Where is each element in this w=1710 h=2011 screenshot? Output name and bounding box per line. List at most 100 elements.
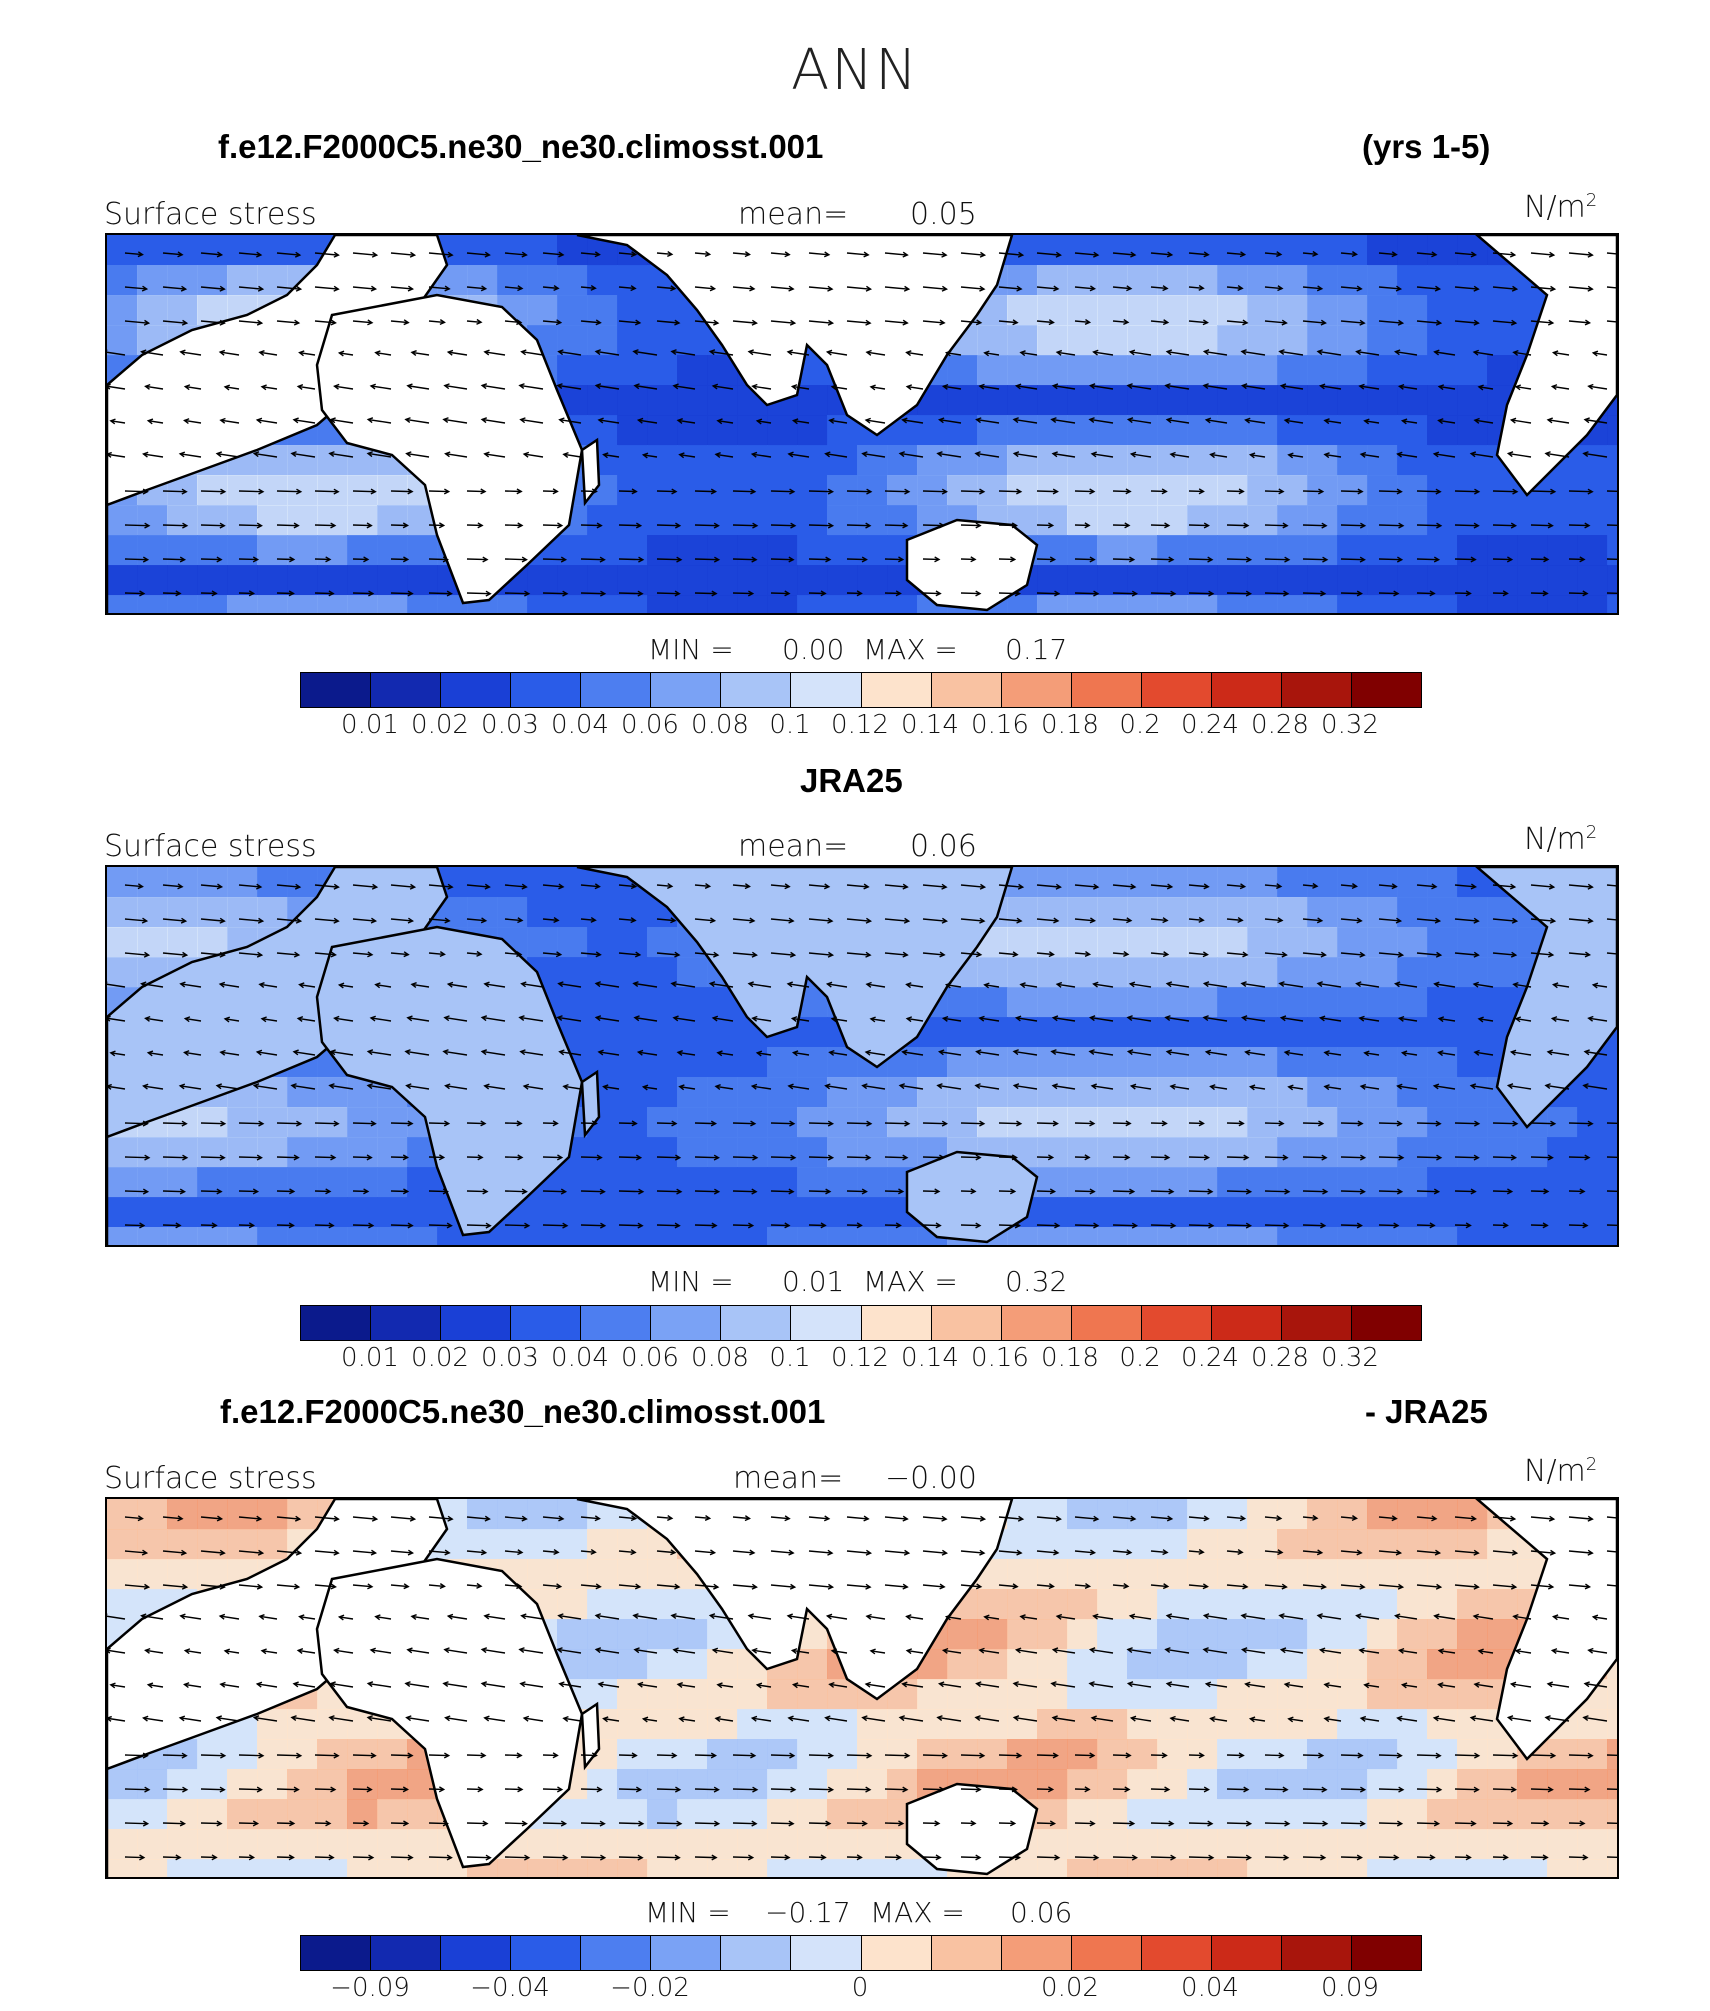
field-cell [1487, 1107, 1518, 1138]
wind-arrow [1167, 982, 1190, 988]
wind-arrow-head [142, 556, 150, 563]
wind-arrow [596, 384, 620, 390]
wind-arrow [998, 592, 1020, 595]
wind-arrow-head [1587, 285, 1594, 292]
wind-arrow-head [1359, 451, 1367, 458]
wind-arrow-head [1123, 318, 1130, 325]
wind-arrow-head [636, 1049, 644, 1056]
wind-arrow-head [864, 1681, 871, 1688]
field-cell [377, 1769, 408, 1800]
wind-arrow-head [404, 1681, 411, 1688]
wind-arrow-head [1124, 1786, 1131, 1793]
wind-arrow-head [1208, 1854, 1215, 1861]
wind-arrow-head [1473, 285, 1480, 292]
wind-arrow [1074, 1122, 1094, 1125]
wind-arrow-head [447, 251, 454, 258]
field-cell [617, 957, 648, 988]
wind-arrow [124, 884, 143, 888]
field-cell [587, 1649, 618, 1680]
wind-arrow-head [1546, 1681, 1553, 1688]
wind-arrow-head [477, 1154, 484, 1161]
field-cell [797, 1047, 828, 1078]
wind-arrow-head [983, 350, 990, 357]
wind-arrow-head [402, 522, 410, 529]
wind-arrow-head [1544, 1083, 1551, 1090]
field-cell [1397, 235, 1428, 266]
wind-arrow-head [1092, 1613, 1099, 1620]
wind-arrow [445, 1085, 468, 1090]
wind-vectors [107, 250, 1617, 597]
wind-arrow-head [1359, 1188, 1366, 1195]
field-cell [1157, 265, 1188, 296]
wind-arrow-head [216, 556, 223, 563]
wind-arrow [960, 1788, 981, 1791]
wind-arrow [846, 1754, 871, 1757]
wind-arrow-head [480, 1049, 488, 1056]
wind-arrow [1378, 1822, 1402, 1825]
wind-arrow-head [480, 417, 488, 424]
field-cell [737, 1859, 768, 1877]
wind-arrow [1210, 1717, 1228, 1722]
wind-arrow-head [938, 522, 946, 529]
wind-arrow [1359, 385, 1380, 390]
wind-arrow-head [1207, 556, 1214, 563]
field-cell [137, 265, 168, 296]
field-cell [1577, 1739, 1608, 1770]
wind-arrow [368, 1682, 392, 1688]
wind-arrow [580, 918, 596, 922]
field-cell [1577, 1227, 1608, 1245]
wind-arrow [827, 1615, 848, 1620]
field-cell [827, 535, 858, 566]
wind-arrow-head [1356, 917, 1363, 924]
field-cell [347, 1829, 378, 1860]
field-cell [1607, 1859, 1617, 1877]
wind-arrow-head [330, 522, 337, 529]
wind-arrow-head [637, 1222, 644, 1229]
field-cell [857, 1107, 888, 1138]
wind-arrow [314, 918, 339, 922]
wind-arrow-head [747, 1222, 755, 1229]
wind-arrow [618, 1584, 640, 1588]
wind-arrow [717, 1051, 734, 1056]
field-cell [1607, 565, 1617, 596]
wind-arrow-head [630, 1515, 638, 1522]
wind-arrow [1241, 982, 1266, 988]
wind-arrow-head [676, 556, 683, 563]
field-cell [1067, 1649, 1098, 1680]
field-cell [977, 1619, 1008, 1650]
field-cell [1517, 1167, 1548, 1198]
wind-arrow [770, 558, 794, 561]
wind-arrow-head [558, 417, 565, 424]
wind-arrow [829, 1051, 848, 1056]
field-cell [1547, 1829, 1578, 1860]
wind-arrow-head [183, 1016, 191, 1023]
wind-arrow-head [1551, 1614, 1559, 1621]
wind-arrow [1074, 1584, 1090, 1588]
wind-arrow-head [179, 1820, 187, 1827]
field-cell [1247, 1799, 1278, 1830]
wind-arrow [846, 1788, 871, 1791]
wind-arrow [367, 1716, 392, 1722]
wind-arrow-head [1359, 522, 1367, 529]
wind-arrow [1530, 1584, 1553, 1588]
wind-arrow-head [443, 488, 451, 495]
field-cell [1067, 355, 1098, 386]
wind-arrow [1320, 1017, 1342, 1022]
wind-arrow-head [784, 883, 791, 890]
field-cell [257, 1769, 288, 1800]
field-cell [1427, 1619, 1458, 1650]
max-value: 0.17 [1005, 633, 1068, 666]
wind-arrow [200, 1550, 225, 1554]
wind-arrow [1553, 1615, 1570, 1620]
wind-arrow-head [594, 251, 601, 258]
field-cell [257, 565, 288, 596]
wind-arrow-head [178, 1715, 186, 1722]
wind-arrow-head [288, 1222, 295, 1229]
field-cell [617, 1829, 648, 1860]
wind-arrow-head [1130, 883, 1137, 890]
wind-arrow [1454, 952, 1479, 956]
field-cell [647, 505, 678, 536]
wind-arrow-head [256, 1786, 263, 1793]
field-cell [677, 1137, 708, 1168]
wind-arrow [1492, 286, 1517, 290]
